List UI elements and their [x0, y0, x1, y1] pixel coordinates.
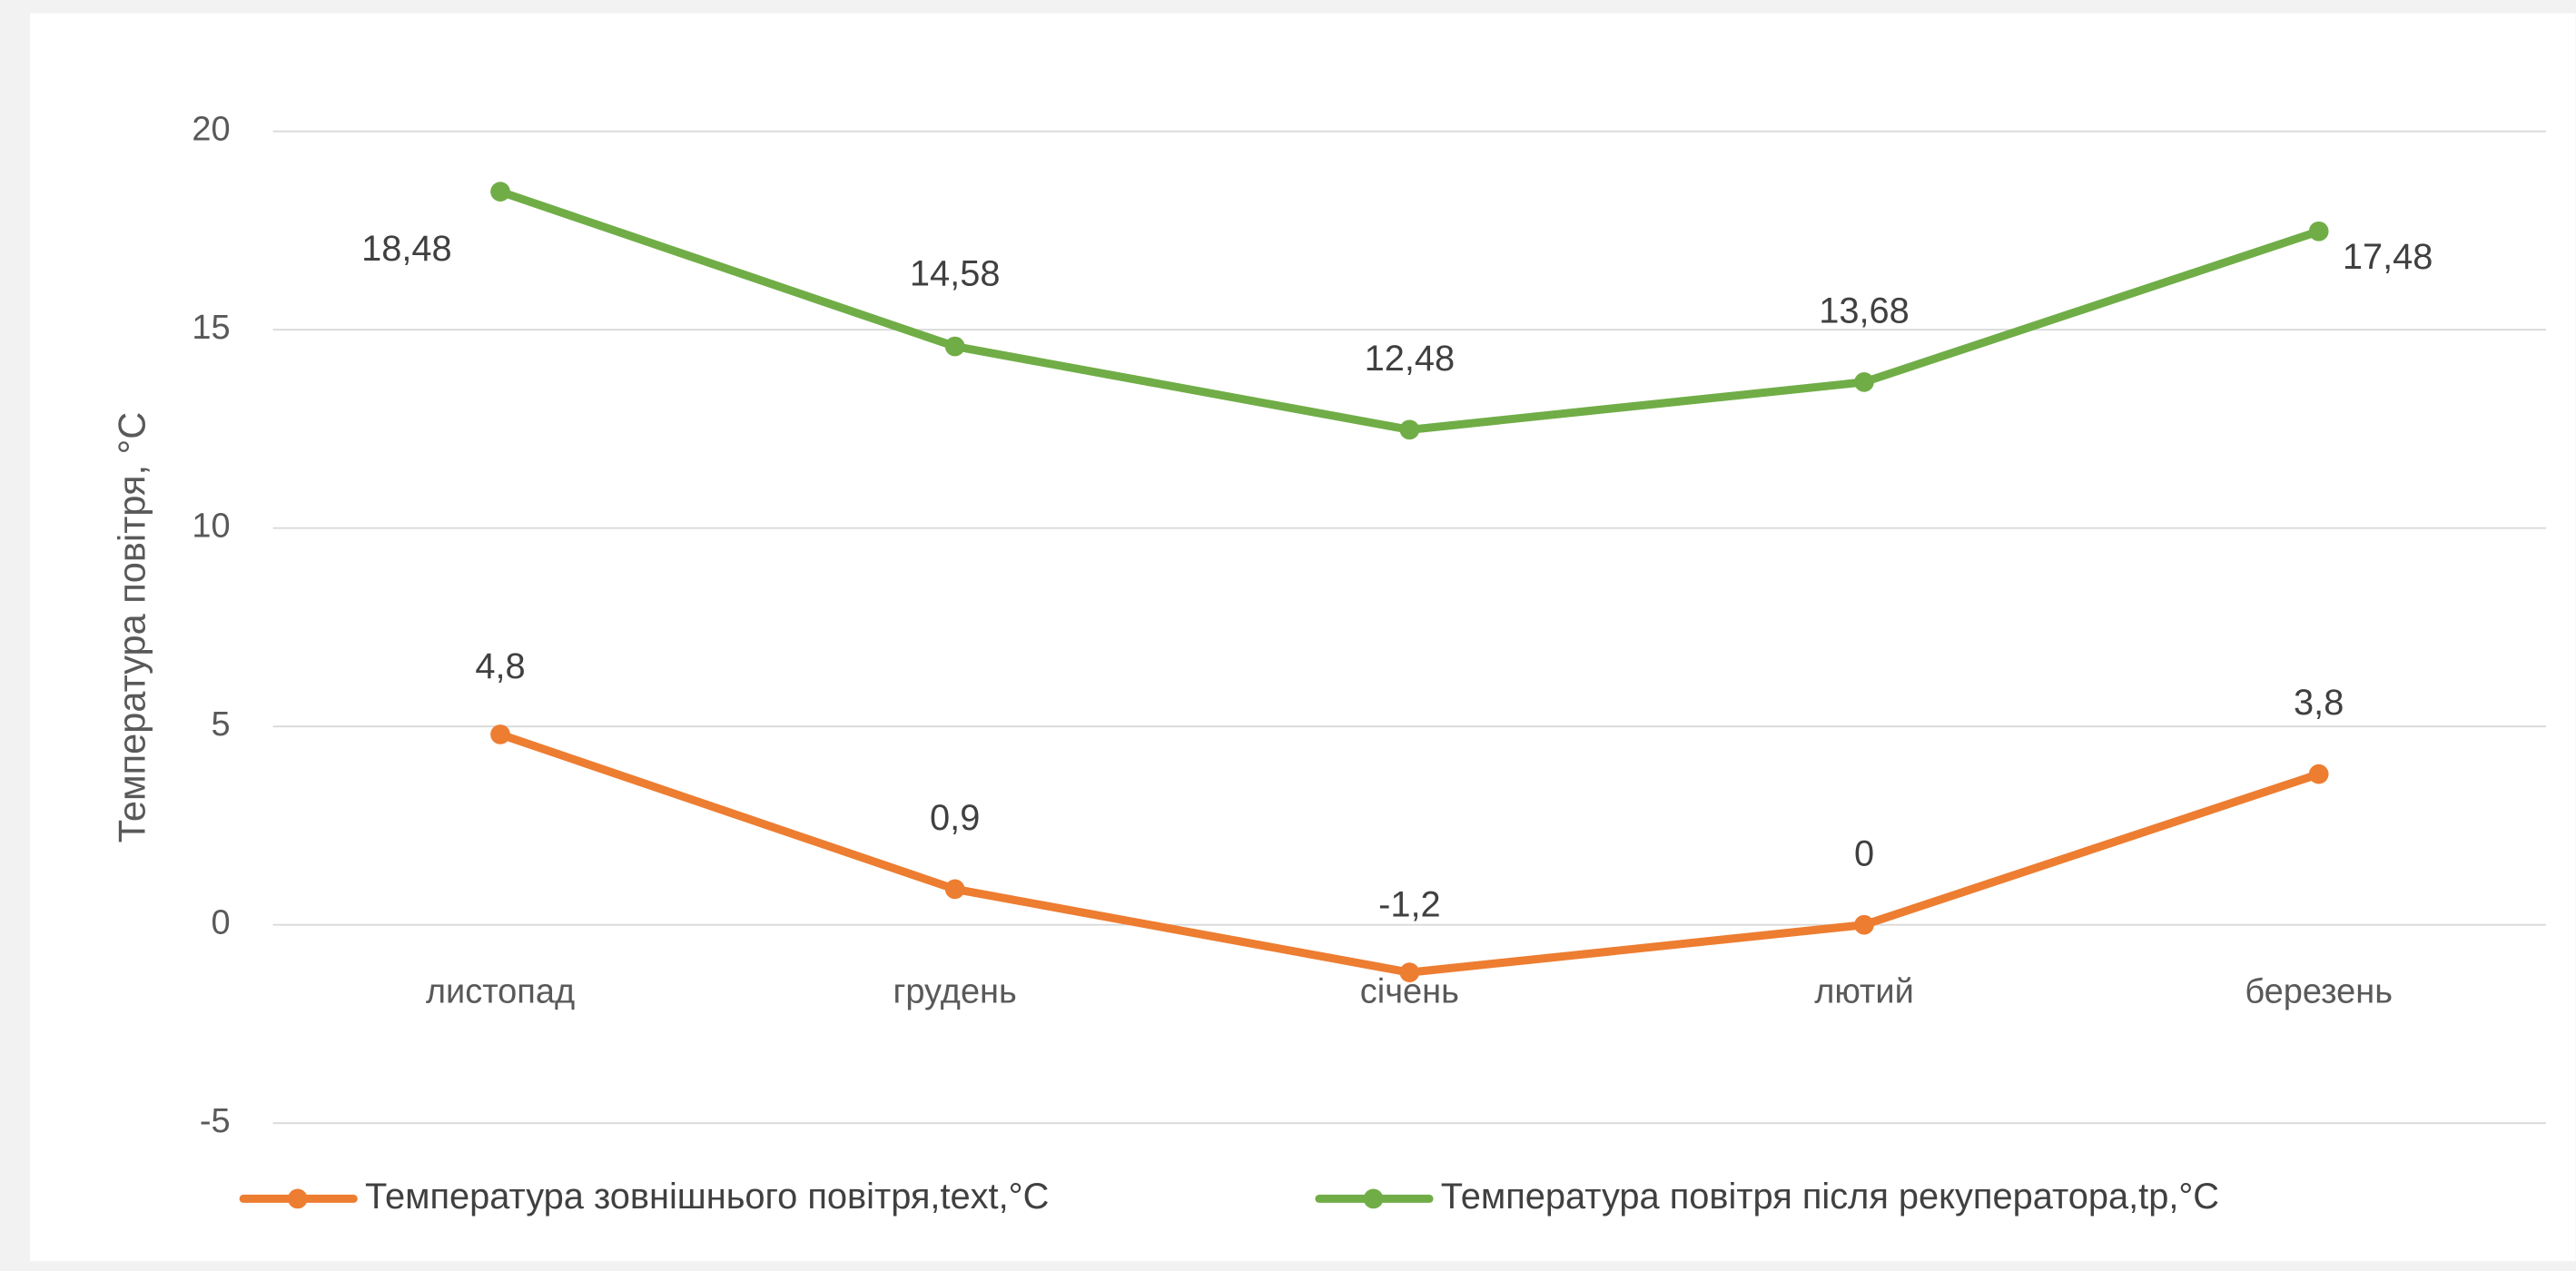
x-tick-label: грудень: [893, 973, 1017, 1011]
legend-label: Температура повітря після рекуператора,t…: [1441, 1177, 2219, 1217]
y-axis-title: Температура повітря, °C: [111, 412, 153, 843]
x-tick-label: листопад: [426, 973, 575, 1011]
data-point: [1399, 419, 1420, 440]
data-label: 12,48: [1365, 339, 1456, 379]
data-label: 17,48: [2343, 237, 2433, 277]
y-tick-label: 10: [192, 507, 230, 546]
data-label: 0,9: [930, 798, 980, 838]
data-point: [944, 879, 965, 900]
data-label: -1,2: [1378, 884, 1441, 924]
y-tick-label: -5: [200, 1102, 231, 1140]
y-tick-label: 0: [212, 904, 231, 942]
data-point: [490, 724, 510, 744]
chart-area: [29, 13, 2576, 1262]
data-point: [1854, 914, 1874, 935]
data-point: [944, 336, 965, 357]
data-point: [2308, 221, 2329, 241]
y-tick-label: 5: [212, 705, 231, 744]
data-label: 13,68: [1819, 291, 1910, 330]
x-tick-label: лютий: [1814, 973, 1914, 1011]
data-label: 0: [1854, 833, 1874, 873]
data-label: 4,8: [475, 646, 525, 686]
data-point: [1399, 962, 1420, 983]
data-point: [1854, 372, 1874, 392]
x-tick-label: березень: [2245, 973, 2393, 1011]
legend-marker: [287, 1188, 308, 1209]
data-point: [2308, 764, 2329, 784]
legend-marker: [1363, 1188, 1384, 1209]
legend-label: Температура зовнішнього повітря,text,°C: [365, 1177, 1049, 1217]
data-label: 14,58: [910, 253, 1001, 293]
y-tick-label: 20: [192, 111, 230, 149]
y-tick-label: 15: [192, 309, 230, 347]
data-point: [490, 182, 510, 202]
data-label: 18,48: [361, 229, 452, 269]
data-label: 3,8: [2294, 683, 2344, 723]
